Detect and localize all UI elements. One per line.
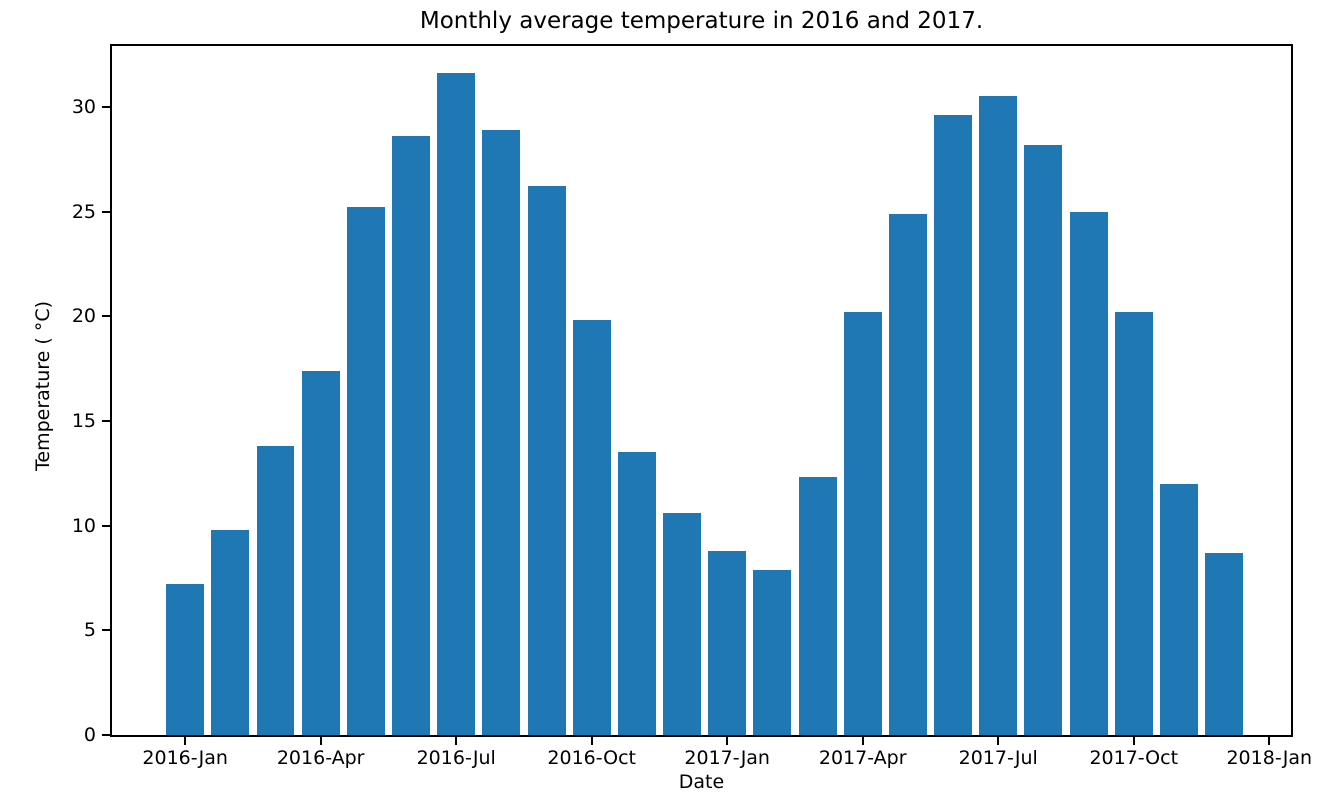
bar: [708, 550, 747, 735]
y-tick-label: 25: [71, 200, 96, 223]
y-tick-mark: [102, 315, 110, 318]
x-tick-label: 2016-Apr: [276, 747, 365, 769]
bar: [301, 370, 340, 735]
bar: [753, 569, 792, 735]
x-tick-mark: [1268, 737, 1271, 745]
bar: [798, 477, 837, 735]
chart-title: Monthly average temperature in 2016 and …: [419, 8, 984, 34]
y-tick-label: 10: [71, 514, 96, 537]
x-tick-label: 2017-Jan: [684, 747, 770, 769]
x-tick-label: 2018-Jan: [1226, 747, 1313, 769]
bar: [1069, 211, 1108, 735]
x-tick-label: 2016-Jul: [416, 747, 496, 769]
x-tick-label: 2017-Apr: [818, 747, 907, 769]
bar: [392, 136, 430, 735]
bar: [1024, 144, 1063, 735]
bar: [979, 96, 1018, 735]
bar: [663, 513, 701, 735]
bar: [166, 584, 205, 735]
y-tick-label: 0: [83, 724, 96, 746]
x-tick-mark: [184, 737, 187, 745]
bar: [346, 207, 385, 735]
x-tick-mark: [997, 737, 1000, 745]
plot-area: 0 5 10 15 20 25 30 2016-Jan 2016-Apr 2016-Jul 2016…: [72, 44, 1312, 769]
bar: [482, 129, 521, 735]
y-tick-label: 30: [71, 95, 96, 118]
bar: [1159, 483, 1198, 735]
y-tick-mark: [102, 105, 110, 108]
x-tick-mark: [455, 737, 458, 745]
bar: [572, 320, 611, 735]
x-tick-mark: [1132, 737, 1135, 745]
bar: [211, 529, 250, 735]
bar: [1205, 552, 1244, 735]
y-tick-mark: [102, 210, 110, 213]
y-axis-label: Temperature ( °C): [32, 300, 54, 471]
x-tick-label: 2017-Oct: [1089, 747, 1179, 769]
x-axis-label: Date: [678, 771, 725, 793]
y-tick-label: 5: [83, 619, 96, 642]
bar: [256, 446, 295, 735]
x-tick-label: 2017-Jul: [958, 747, 1038, 769]
bar: [888, 213, 927, 735]
bar: [527, 186, 566, 735]
bar: [437, 73, 476, 735]
bar: [1114, 312, 1153, 735]
bar: [934, 115, 973, 735]
y-tick-mark: [102, 629, 110, 632]
bar: [843, 312, 882, 735]
y-tick-mark: [102, 524, 110, 527]
x-tick-mark: [726, 737, 729, 745]
x-tick-label: 2016-Jan: [142, 747, 228, 769]
x-tick-mark: [590, 737, 593, 745]
x-tick-mark: [319, 737, 322, 745]
x-tick-mark: [861, 737, 864, 745]
y-tick-label: 20: [71, 305, 96, 328]
y-tick-label: 15: [71, 409, 96, 432]
y-tick-mark: [102, 734, 110, 736]
bar: [617, 452, 656, 735]
y-tick-mark: [102, 419, 110, 422]
x-tick-label: 2016-Oct: [547, 747, 636, 769]
